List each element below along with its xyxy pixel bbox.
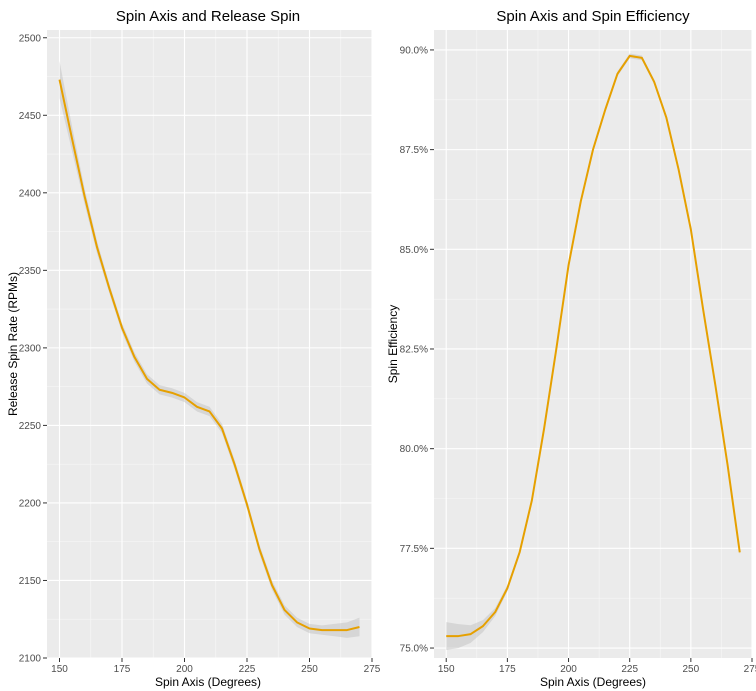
x-tick-label: 275 <box>744 664 756 675</box>
right-chart: Spin Axis and Spin Efficiency 75.0% 77.5%… <box>386 8 756 689</box>
y-tick-label: 80.0% <box>400 444 428 455</box>
left-y-axis-title: Release Spin Rate (RPMs) <box>6 272 20 416</box>
right-series-line <box>446 54 741 638</box>
y-tick-label: 2200 <box>19 498 42 509</box>
y-tick-label: 2100 <box>19 654 42 665</box>
left-plot-panel <box>47 30 372 658</box>
y-tick-label: 82.5% <box>400 344 428 355</box>
right-plot-panel <box>434 30 752 658</box>
x-tick-label: 200 <box>560 664 577 675</box>
x-tick-label: 175 <box>499 664 516 675</box>
y-tick-label: 90.0% <box>400 45 428 56</box>
x-tick-label: 225 <box>621 664 638 675</box>
x-tick-label: 150 <box>51 664 68 675</box>
y-tick-label: 2450 <box>19 111 42 122</box>
y-tick-label: 75.0% <box>400 644 428 655</box>
smoothed-trend-line <box>58 79 360 632</box>
y-tick-label: 2500 <box>19 33 42 44</box>
x-tick-label: 200 <box>176 664 193 675</box>
left-x-axis-title: Spin Axis (Degrees) <box>155 675 261 689</box>
x-tick-label: 275 <box>364 664 381 675</box>
x-tick-label: 250 <box>301 664 318 675</box>
y-tick-label: 2300 <box>19 343 42 354</box>
left-x-axis: 150 175 200 225 250 275 <box>51 658 381 675</box>
right-y-axis-title: Spin Efficiency <box>386 305 400 384</box>
left-chart: Spin Axis and Release Spin 2100215022002… <box>6 8 381 689</box>
right-chart-title: Spin Axis and Spin Efficiency <box>496 8 690 25</box>
right-grid <box>434 30 753 658</box>
right-y-axis: 75.0% 77.5% 80.0% 82.5% 85.0% 87.5% 90.0% <box>400 45 434 655</box>
right-x-axis-title: Spin Axis (Degrees) <box>540 675 646 689</box>
left-grid <box>47 30 373 659</box>
x-tick-label: 150 <box>438 664 455 675</box>
x-tick-label: 250 <box>683 664 700 675</box>
smoothed-trend-line <box>446 54 741 638</box>
left-series-line <box>58 79 360 632</box>
x-tick-label: 225 <box>239 664 256 675</box>
right-x-axis: 150 175 200 225 250 275 <box>438 658 756 675</box>
y-tick-label: 2250 <box>19 421 42 432</box>
left-chart-title: Spin Axis and Release Spin <box>116 8 300 25</box>
y-tick-label: 77.5% <box>400 544 428 555</box>
y-tick-label: 2150 <box>19 576 42 587</box>
y-tick-label: 87.5% <box>400 145 428 156</box>
left-y-axis: 2100 2150 2200 2250 2300 2350 2400 2450 2500 <box>19 33 47 665</box>
x-tick-label: 175 <box>114 664 131 675</box>
y-tick-label: 85.0% <box>400 245 428 256</box>
y-tick-label: 2400 <box>19 188 42 199</box>
y-tick-label: 2350 <box>19 266 42 277</box>
